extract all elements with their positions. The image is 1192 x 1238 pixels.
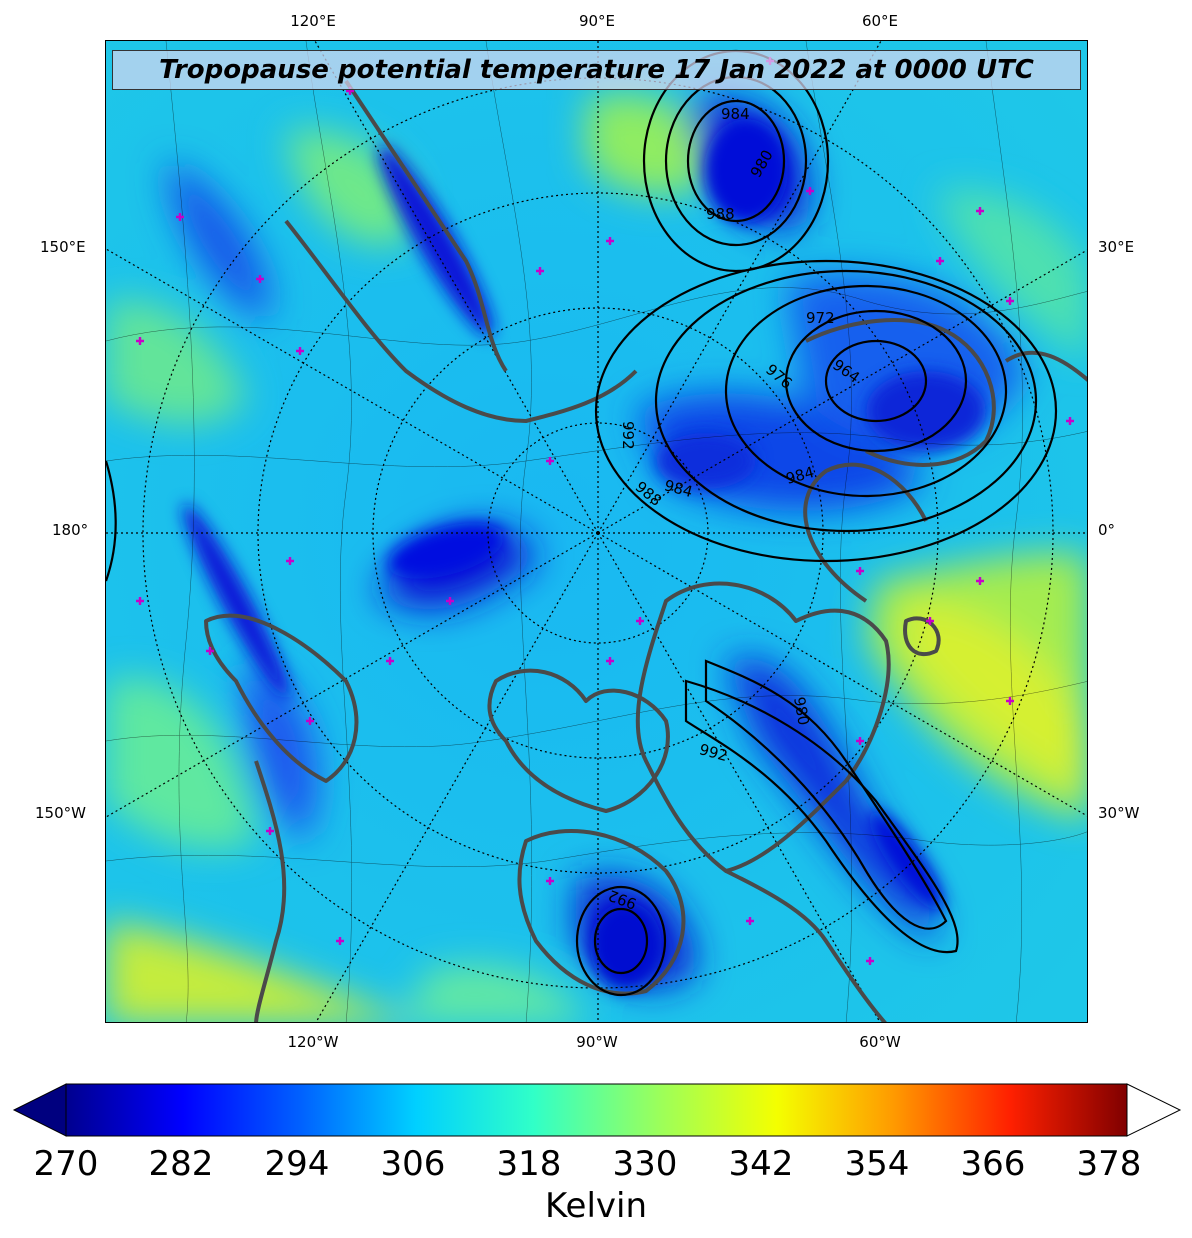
pressure-label: 992 bbox=[619, 421, 637, 450]
ridge-southwest bbox=[106, 921, 420, 1022]
colorbar-tick: 318 bbox=[496, 1144, 562, 1184]
coast-labrador bbox=[725, 869, 887, 1022]
colorbar-svg bbox=[12, 1083, 1182, 1137]
coast-north-america-west bbox=[254, 760, 287, 1022]
lat-label-right: 30°E bbox=[1098, 238, 1135, 256]
pressure-label: 988 bbox=[706, 205, 735, 223]
core-hudson bbox=[590, 902, 662, 990]
graticule bbox=[106, 41, 1087, 1022]
coast-hudson-bay bbox=[517, 829, 686, 996]
coast-siberia bbox=[284, 219, 638, 423]
map-panel: 984 980 988 972 964 976 992 984 988 984 … bbox=[105, 40, 1088, 1023]
lon-label-top: 120°E bbox=[290, 12, 336, 30]
ridge-southwest-mid bbox=[106, 677, 256, 849]
lon-label-top: 60°E bbox=[861, 12, 899, 30]
colorbar-unit-label: Kelvin bbox=[544, 1186, 648, 1226]
coast-greenland bbox=[635, 581, 891, 873]
colorbar-min-arrow bbox=[12, 1083, 67, 1137]
lat-label-left: 180° bbox=[52, 521, 89, 539]
lon-label-bottom: 60°W bbox=[859, 1033, 901, 1051]
lat-label-left: 150°E bbox=[40, 238, 86, 256]
core-arctic bbox=[656, 433, 756, 489]
core-streak-w bbox=[182, 503, 290, 699]
colorbar-tick: 270 bbox=[33, 1144, 99, 1184]
core-north bbox=[704, 119, 788, 223]
ridge-south bbox=[406, 964, 585, 1022]
lon-label-top: 90°E bbox=[578, 12, 616, 30]
core-europe bbox=[866, 371, 986, 451]
colorbar-tick: 354 bbox=[844, 1144, 910, 1184]
map-title: Tropopause potential temperature 17 Jan … bbox=[112, 50, 1081, 90]
ridge-east-warm bbox=[906, 601, 1087, 800]
trough-northwest bbox=[166, 161, 270, 321]
colorbar-tick: 294 bbox=[264, 1144, 330, 1184]
pressure-label: 980 bbox=[790, 695, 813, 726]
coastlines bbox=[204, 79, 1087, 1022]
pressure-label: 972 bbox=[806, 309, 835, 327]
pressure-contours bbox=[106, 49, 1058, 997]
ridge-west bbox=[106, 299, 246, 425]
colorbar-tick: 306 bbox=[380, 1144, 446, 1184]
cold-cores bbox=[182, 119, 986, 990]
map-svg: 984 980 988 972 964 976 992 984 988 984 … bbox=[106, 41, 1087, 1022]
core-canada bbox=[387, 523, 505, 579]
pressure-label: 984 bbox=[721, 105, 750, 123]
colorbar-tick: 366 bbox=[960, 1144, 1026, 1184]
core-greenland bbox=[869, 811, 943, 911]
coast-scandinavia bbox=[805, 318, 996, 467]
colorbar-tick: 282 bbox=[148, 1144, 214, 1184]
colorbar-tick: 330 bbox=[612, 1144, 678, 1184]
trough-greenland bbox=[726, 657, 938, 941]
coast-iceland bbox=[903, 616, 941, 657]
lat-label-left: 150°W bbox=[35, 804, 86, 822]
coast-east-greenland-arc bbox=[803, 462, 928, 603]
coast-siberia-north bbox=[344, 79, 508, 373]
colorbar-tick: 342 bbox=[728, 1144, 794, 1184]
coast-alaska bbox=[204, 613, 359, 783]
coast-europe bbox=[1004, 350, 1087, 382]
lon-label-bottom: 90°W bbox=[576, 1033, 618, 1051]
colorbar bbox=[0, 1080, 1192, 1150]
core-streak-nw bbox=[378, 145, 494, 337]
ridge-northeast bbox=[936, 189, 1087, 360]
lat-label-right: 30°W bbox=[1098, 804, 1140, 822]
lat-label-right: 0° bbox=[1098, 521, 1116, 539]
coast-arctic-archipelago bbox=[487, 668, 670, 813]
colorbar-tick: 378 bbox=[1076, 1144, 1142, 1184]
colorbar-max-arrow bbox=[1126, 1083, 1182, 1137]
lon-label-bottom: 120°W bbox=[287, 1033, 339, 1051]
colorbar-gradient bbox=[65, 1083, 1128, 1137]
